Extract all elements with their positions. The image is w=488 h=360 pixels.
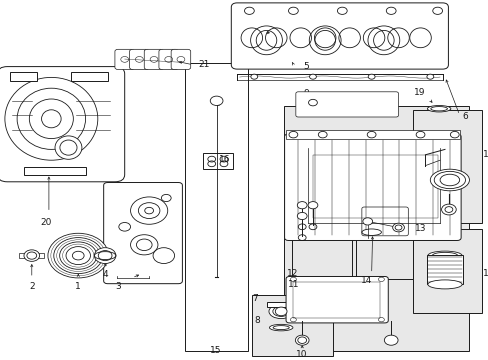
FancyBboxPatch shape [285,276,387,323]
Circle shape [48,233,108,278]
Text: 12: 12 [286,269,298,278]
Ellipse shape [314,28,335,48]
Ellipse shape [269,324,292,331]
Circle shape [309,74,316,79]
Ellipse shape [427,251,461,260]
Circle shape [362,218,372,225]
Circle shape [275,307,286,316]
Circle shape [119,222,130,231]
Text: 15: 15 [210,346,222,355]
FancyBboxPatch shape [144,49,163,69]
Text: 8: 8 [254,316,260,325]
Text: 21: 21 [198,60,209,69]
Bar [24,167,85,175]
Ellipse shape [427,280,461,289]
Bar [426,255,462,284]
FancyBboxPatch shape [231,3,447,69]
Circle shape [297,212,306,220]
Circle shape [144,207,153,214]
Text: 16: 16 [219,155,230,164]
Text: 9: 9 [303,89,309,98]
Ellipse shape [363,28,384,48]
Bar [312,155,437,218]
Bar [19,253,44,258]
Bar [285,130,459,139]
Ellipse shape [427,105,450,112]
FancyBboxPatch shape [295,92,398,117]
Bar [251,295,332,356]
Text: 17: 17 [482,269,488,278]
Ellipse shape [41,110,61,128]
FancyBboxPatch shape [171,49,190,69]
Ellipse shape [289,28,311,48]
Circle shape [367,74,374,79]
Bar [10,72,37,81]
Text: 19: 19 [413,88,425,97]
Ellipse shape [429,169,468,191]
Bar [267,302,294,307]
Text: 1: 1 [75,282,81,291]
Circle shape [250,74,257,79]
Circle shape [384,335,397,345]
FancyBboxPatch shape [129,49,149,69]
Bar [71,72,107,81]
Text: 6: 6 [461,112,467,121]
Circle shape [161,194,171,202]
FancyBboxPatch shape [159,49,178,69]
Ellipse shape [387,28,408,48]
Ellipse shape [338,28,360,48]
Text: 7: 7 [251,294,257,303]
Circle shape [441,204,455,215]
Text: 5: 5 [303,62,308,71]
Text: 18: 18 [482,150,488,159]
Text: 14: 14 [360,276,372,285]
Ellipse shape [55,136,82,159]
Text: 20: 20 [41,218,52,227]
FancyBboxPatch shape [284,134,460,240]
Circle shape [24,250,40,261]
Bar [283,106,468,351]
Text: 13: 13 [414,224,426,233]
Circle shape [392,223,404,232]
Circle shape [307,202,317,209]
Text: 11: 11 [287,280,299,289]
Circle shape [72,251,84,260]
Text: 4: 4 [102,270,108,279]
Bar [412,229,481,313]
Bar [203,153,232,169]
FancyBboxPatch shape [103,183,182,284]
Ellipse shape [268,304,293,319]
Circle shape [295,335,308,345]
Bar [412,110,481,223]
Circle shape [94,248,116,264]
Text: 3: 3 [115,282,121,291]
Text: 10: 10 [296,350,307,359]
Bar [293,282,380,318]
Ellipse shape [241,28,262,48]
Bar [355,194,412,279]
Circle shape [426,74,433,79]
Ellipse shape [5,77,98,160]
Bar [292,194,351,279]
Bar [184,63,248,351]
FancyBboxPatch shape [115,49,134,69]
Circle shape [297,202,306,209]
Ellipse shape [361,229,381,235]
Text: 2: 2 [29,282,35,291]
FancyBboxPatch shape [0,67,124,182]
Ellipse shape [409,28,430,48]
Ellipse shape [265,28,286,48]
